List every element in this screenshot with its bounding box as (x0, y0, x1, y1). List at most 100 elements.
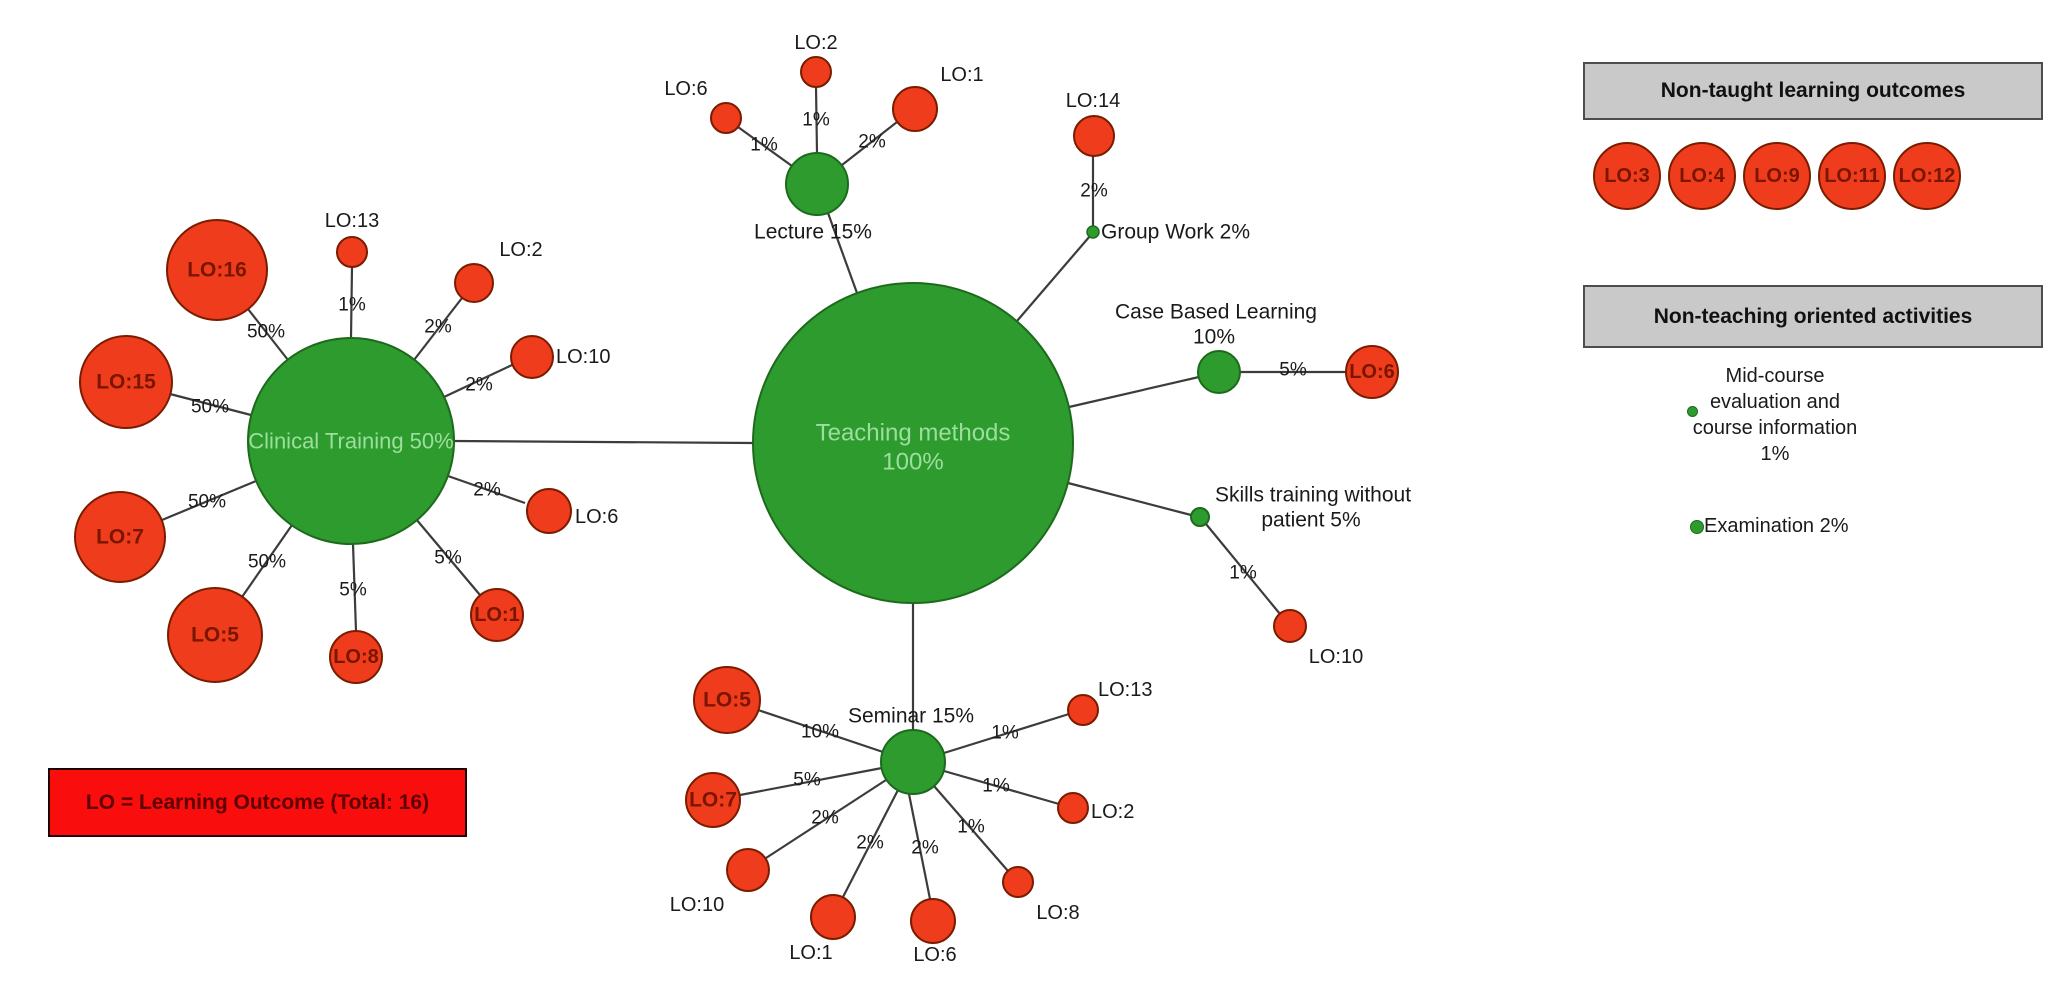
edge-line (241, 524, 293, 598)
node-clinical-training (247, 337, 455, 545)
mid-course-dot-icon (1687, 406, 1698, 417)
label-clinical-training: Clinical Training 50% (248, 429, 453, 454)
label-lo8-clinical: LO:8 (333, 646, 379, 668)
edge-line (1068, 375, 1200, 409)
node-lo1-lecture (892, 86, 938, 132)
mid-course-line-4: 1% (1760, 443, 1790, 465)
edge-label: 50% (191, 397, 229, 418)
edge-label: 2% (911, 838, 939, 859)
edge-line (907, 793, 932, 900)
edge-line (814, 86, 819, 154)
label-lo7-seminar: LO:7 (689, 789, 737, 812)
node-lecture (785, 152, 849, 216)
edge-label: 1% (750, 135, 778, 156)
edge-line (1016, 235, 1091, 322)
label-lo1-seminar: LO:1 (789, 942, 832, 964)
mid-course-line-2: evaluation and (1709, 391, 1841, 413)
node-lo6-lecture (710, 102, 742, 134)
node-lo10-skills (1273, 609, 1307, 643)
node-lo7-clinical (74, 491, 166, 583)
node-lo16-clinical (166, 219, 268, 321)
label-lo2-seminar: LO:2 (1091, 801, 1134, 823)
node-lo2-clinical (454, 263, 494, 303)
edge-label: 50% (248, 552, 286, 573)
edge-line (415, 518, 481, 596)
non-taught-title: Non-taught learning outcomes (1660, 79, 1966, 102)
label-lo2-lecture: LO:2 (794, 32, 837, 54)
lo-key-text: LO = Learning Outcome (Total: 16) (85, 790, 430, 814)
edge-label: 1% (802, 110, 830, 131)
label-lo13-seminar: LO:13 (1098, 679, 1152, 701)
label-lo10-skills: LO:10 (1309, 646, 1363, 668)
non-taught-lo11: LO:11 (1818, 142, 1886, 210)
label-lo5-clinical: LO:5 (191, 624, 239, 647)
edge-line (943, 769, 1060, 806)
mid-course-line-1: Mid-course (1725, 365, 1825, 387)
label-lo6-seminar: LO:6 (913, 944, 956, 966)
label-lo8-seminar: LO:8 (1036, 902, 1079, 924)
label-teaching-methods: Teaching methods (816, 420, 1011, 447)
label-lo14-groupwork: LO:14 (1066, 90, 1120, 112)
label-case-based-learning: Case Based Learning (1115, 301, 1317, 324)
label-lo13-clinical: LO:13 (325, 210, 379, 232)
edge-line (161, 479, 257, 522)
edge-line (447, 474, 526, 505)
edge-line (247, 308, 289, 361)
label-seminar: Seminar 15% (848, 705, 974, 728)
node-lo13-clinical (336, 236, 368, 268)
label-lo5-seminar: LO:5 (703, 689, 751, 712)
non-taught-header: Non-taught learning outcomes (1583, 62, 2043, 120)
node-lo15-clinical (79, 335, 173, 429)
node-lo5-seminar (693, 666, 761, 734)
lo-key-box: LO = Learning Outcome (Total: 16) (48, 768, 467, 837)
label-lo1-clinical: LO:1 (474, 604, 520, 626)
label-case-based-learning-1: 10% (1193, 326, 1235, 349)
non-taught-lo4: LO:4 (1668, 142, 1736, 210)
label-lo6-clinical: LO:6 (575, 506, 618, 528)
mid-course-line-3: course information (1692, 417, 1858, 439)
edge-line (757, 708, 884, 754)
node-case-based-learning (1197, 350, 1241, 394)
node-lo6-clinical (526, 488, 572, 534)
non-taught-lo9: LO:9 (1743, 142, 1811, 210)
edge-label: 2% (473, 480, 501, 501)
edge-label: 5% (434, 548, 462, 569)
non-taught-lo3: LO:3 (1593, 142, 1661, 210)
label-lecture: Lecture 15% (754, 221, 872, 244)
node-group-work (1086, 225, 1100, 239)
edge-label: 5% (1279, 360, 1307, 381)
label-teaching-methods-1: 100% (882, 449, 943, 476)
edge-line (765, 779, 887, 859)
label-lo10-seminar: LO:10 (670, 894, 724, 916)
node-lo5-clinical (167, 587, 263, 683)
edge-line (842, 789, 899, 898)
edge-label: 5% (339, 580, 367, 601)
edge-label: 2% (858, 132, 886, 153)
edge-label: 1% (991, 723, 1019, 744)
node-lo7-seminar (685, 772, 741, 828)
label-lo15-clinical: LO:15 (96, 371, 156, 394)
node-teaching-methods (752, 282, 1074, 604)
node-lo1-seminar (810, 894, 856, 940)
label-skills-training-1: patient 5% (1261, 509, 1360, 532)
node-skills-training (1190, 507, 1210, 527)
node-seminar (880, 729, 946, 795)
label-lo7-clinical: LO:7 (96, 526, 144, 549)
node-lo1-clinical (470, 588, 524, 642)
edge-line (349, 266, 354, 339)
edge-line (351, 543, 358, 632)
edge-line (443, 364, 513, 398)
edge-line (413, 297, 463, 361)
edge-label: 2% (1080, 181, 1108, 202)
node-lo13-seminar (1067, 694, 1099, 726)
node-lo8-seminar (1002, 866, 1034, 898)
edge-label: 2% (424, 317, 452, 338)
node-lo14-groupwork (1073, 115, 1115, 157)
node-lo2-seminar (1057, 792, 1089, 824)
edge-label: 1% (338, 295, 366, 316)
edge-line (169, 392, 252, 417)
label-group-work: Group Work 2% (1101, 221, 1250, 244)
label-skills-training: Skills training without (1215, 484, 1411, 507)
